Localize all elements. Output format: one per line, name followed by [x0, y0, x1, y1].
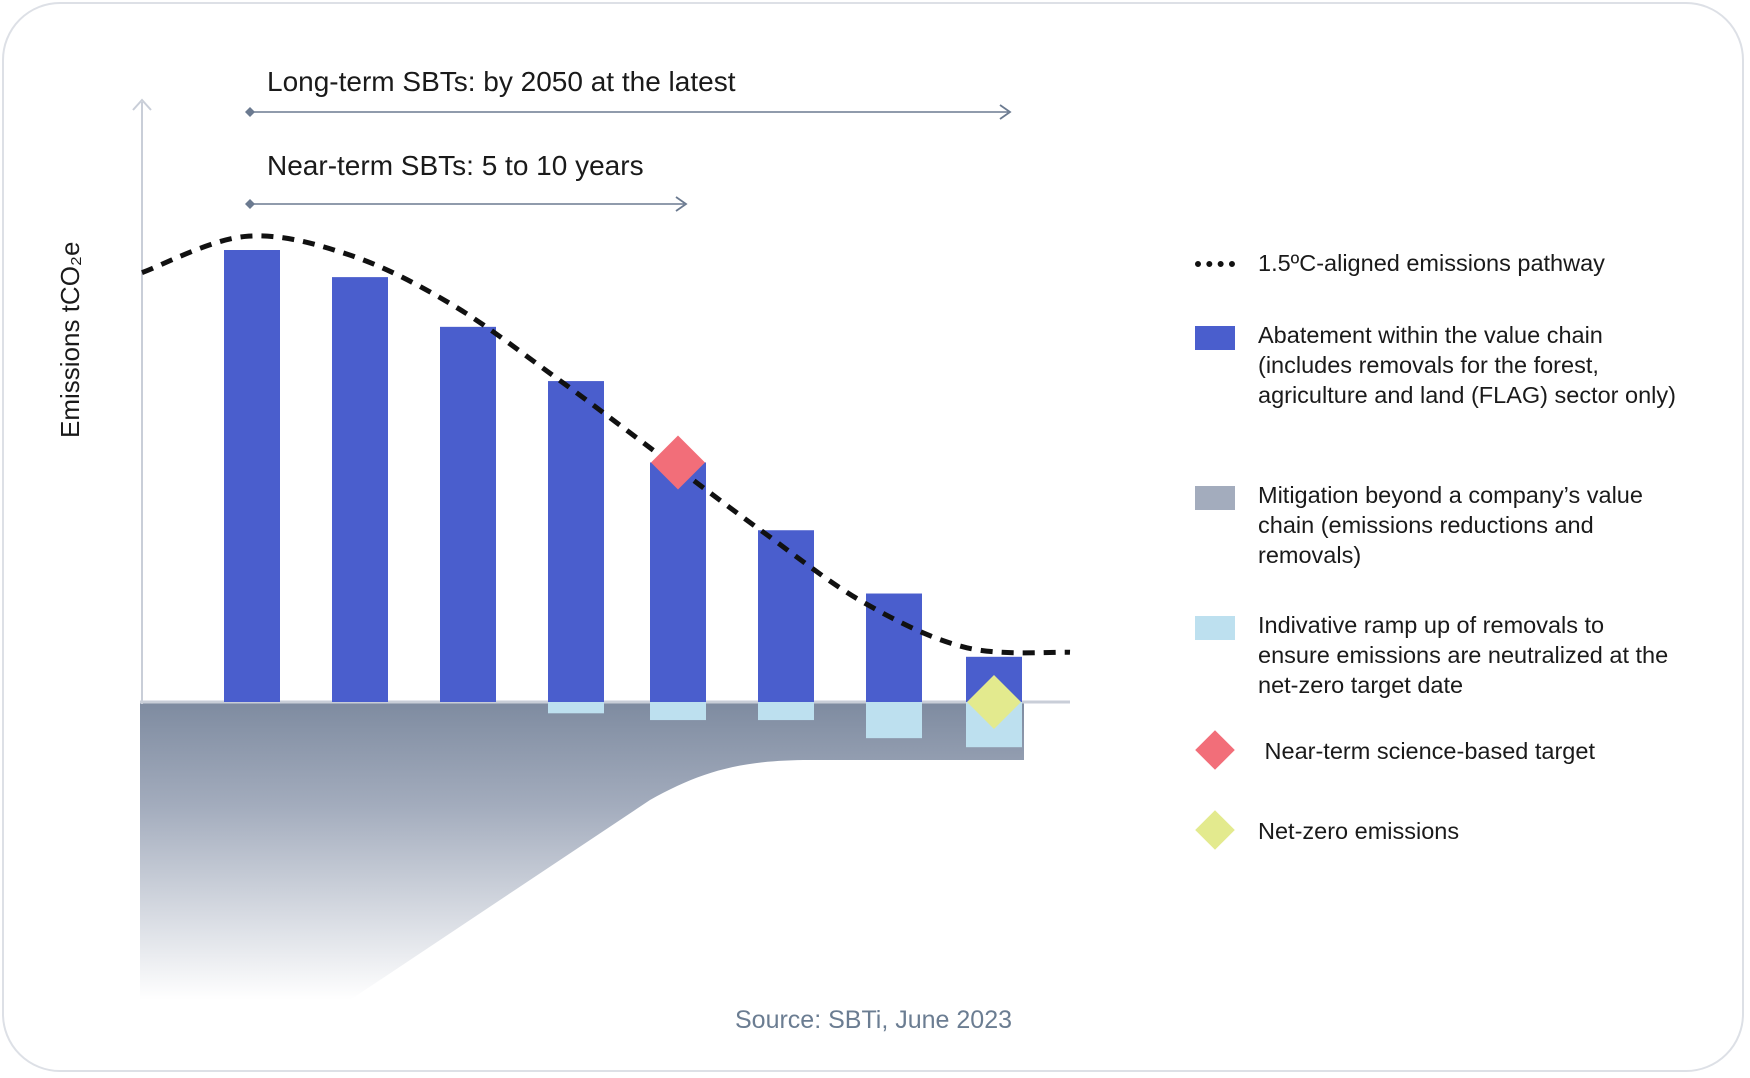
mitigation-swatch-icon — [1195, 486, 1235, 510]
pathway-line — [141, 233, 1071, 656]
bars-group — [224, 250, 1022, 702]
removals-bar — [548, 702, 604, 714]
removals-bar — [650, 702, 706, 721]
long-term-arrow-head — [999, 104, 1012, 120]
removals-bar — [758, 702, 814, 721]
markers-group — [651, 435, 1021, 729]
source-note: Source: SBTi, June 2023 — [735, 1006, 1013, 1034]
abatement-bar — [758, 530, 814, 702]
near-term-label: Near-term SBTs: 5 to 10 years — [267, 150, 644, 181]
mitigation-area — [140, 702, 1024, 1000]
legend-label-mitigation: Mitigation beyond a company’s value chai… — [1258, 482, 1643, 568]
near-term-arrow-head — [675, 196, 688, 212]
abatement-swatch-icon — [1195, 326, 1235, 350]
removals-bar — [866, 702, 922, 739]
near-term-arrow-start — [245, 199, 255, 209]
abatement-bar — [332, 277, 388, 702]
y-axis-label-main: Emissions tCO₂e — [55, 242, 85, 438]
long-term-timeline: Long-term SBTs: by 2050 at the latest — [245, 66, 1012, 120]
legend-label-near-term-target: Near-term science-based target — [1258, 738, 1595, 764]
legend-label-pathway: 1.5ºC-aligned emissions pathway — [1258, 250, 1605, 276]
legend-label-removals: Indivative ramp up of removals to ensure… — [1258, 612, 1669, 698]
dashed-line-icon — [1195, 261, 1235, 267]
y-axis-label: Emissions tCO₂e — [55, 242, 85, 438]
abatement-bar — [866, 593, 922, 702]
y-axis-arrowhead — [132, 98, 152, 111]
net-zero-marker — [967, 675, 1021, 729]
abatement-bar — [224, 250, 280, 702]
abatement-bar — [650, 462, 706, 702]
legend-label-net-zero: Net-zero emissions — [1258, 818, 1460, 844]
abatement-bar — [548, 381, 604, 702]
near-term-timeline: Near-term SBTs: 5 to 10 years — [245, 150, 688, 212]
near-term-target-marker — [651, 435, 705, 490]
abatement-bar — [440, 326, 496, 702]
long-term-label: Long-term SBTs: by 2050 at the latest — [267, 66, 736, 97]
long-term-arrow-start — [245, 107, 255, 117]
removals-swatch-icon — [1195, 616, 1235, 640]
legend-label-abatement: Abatement within the value chain (includ… — [1258, 322, 1676, 408]
